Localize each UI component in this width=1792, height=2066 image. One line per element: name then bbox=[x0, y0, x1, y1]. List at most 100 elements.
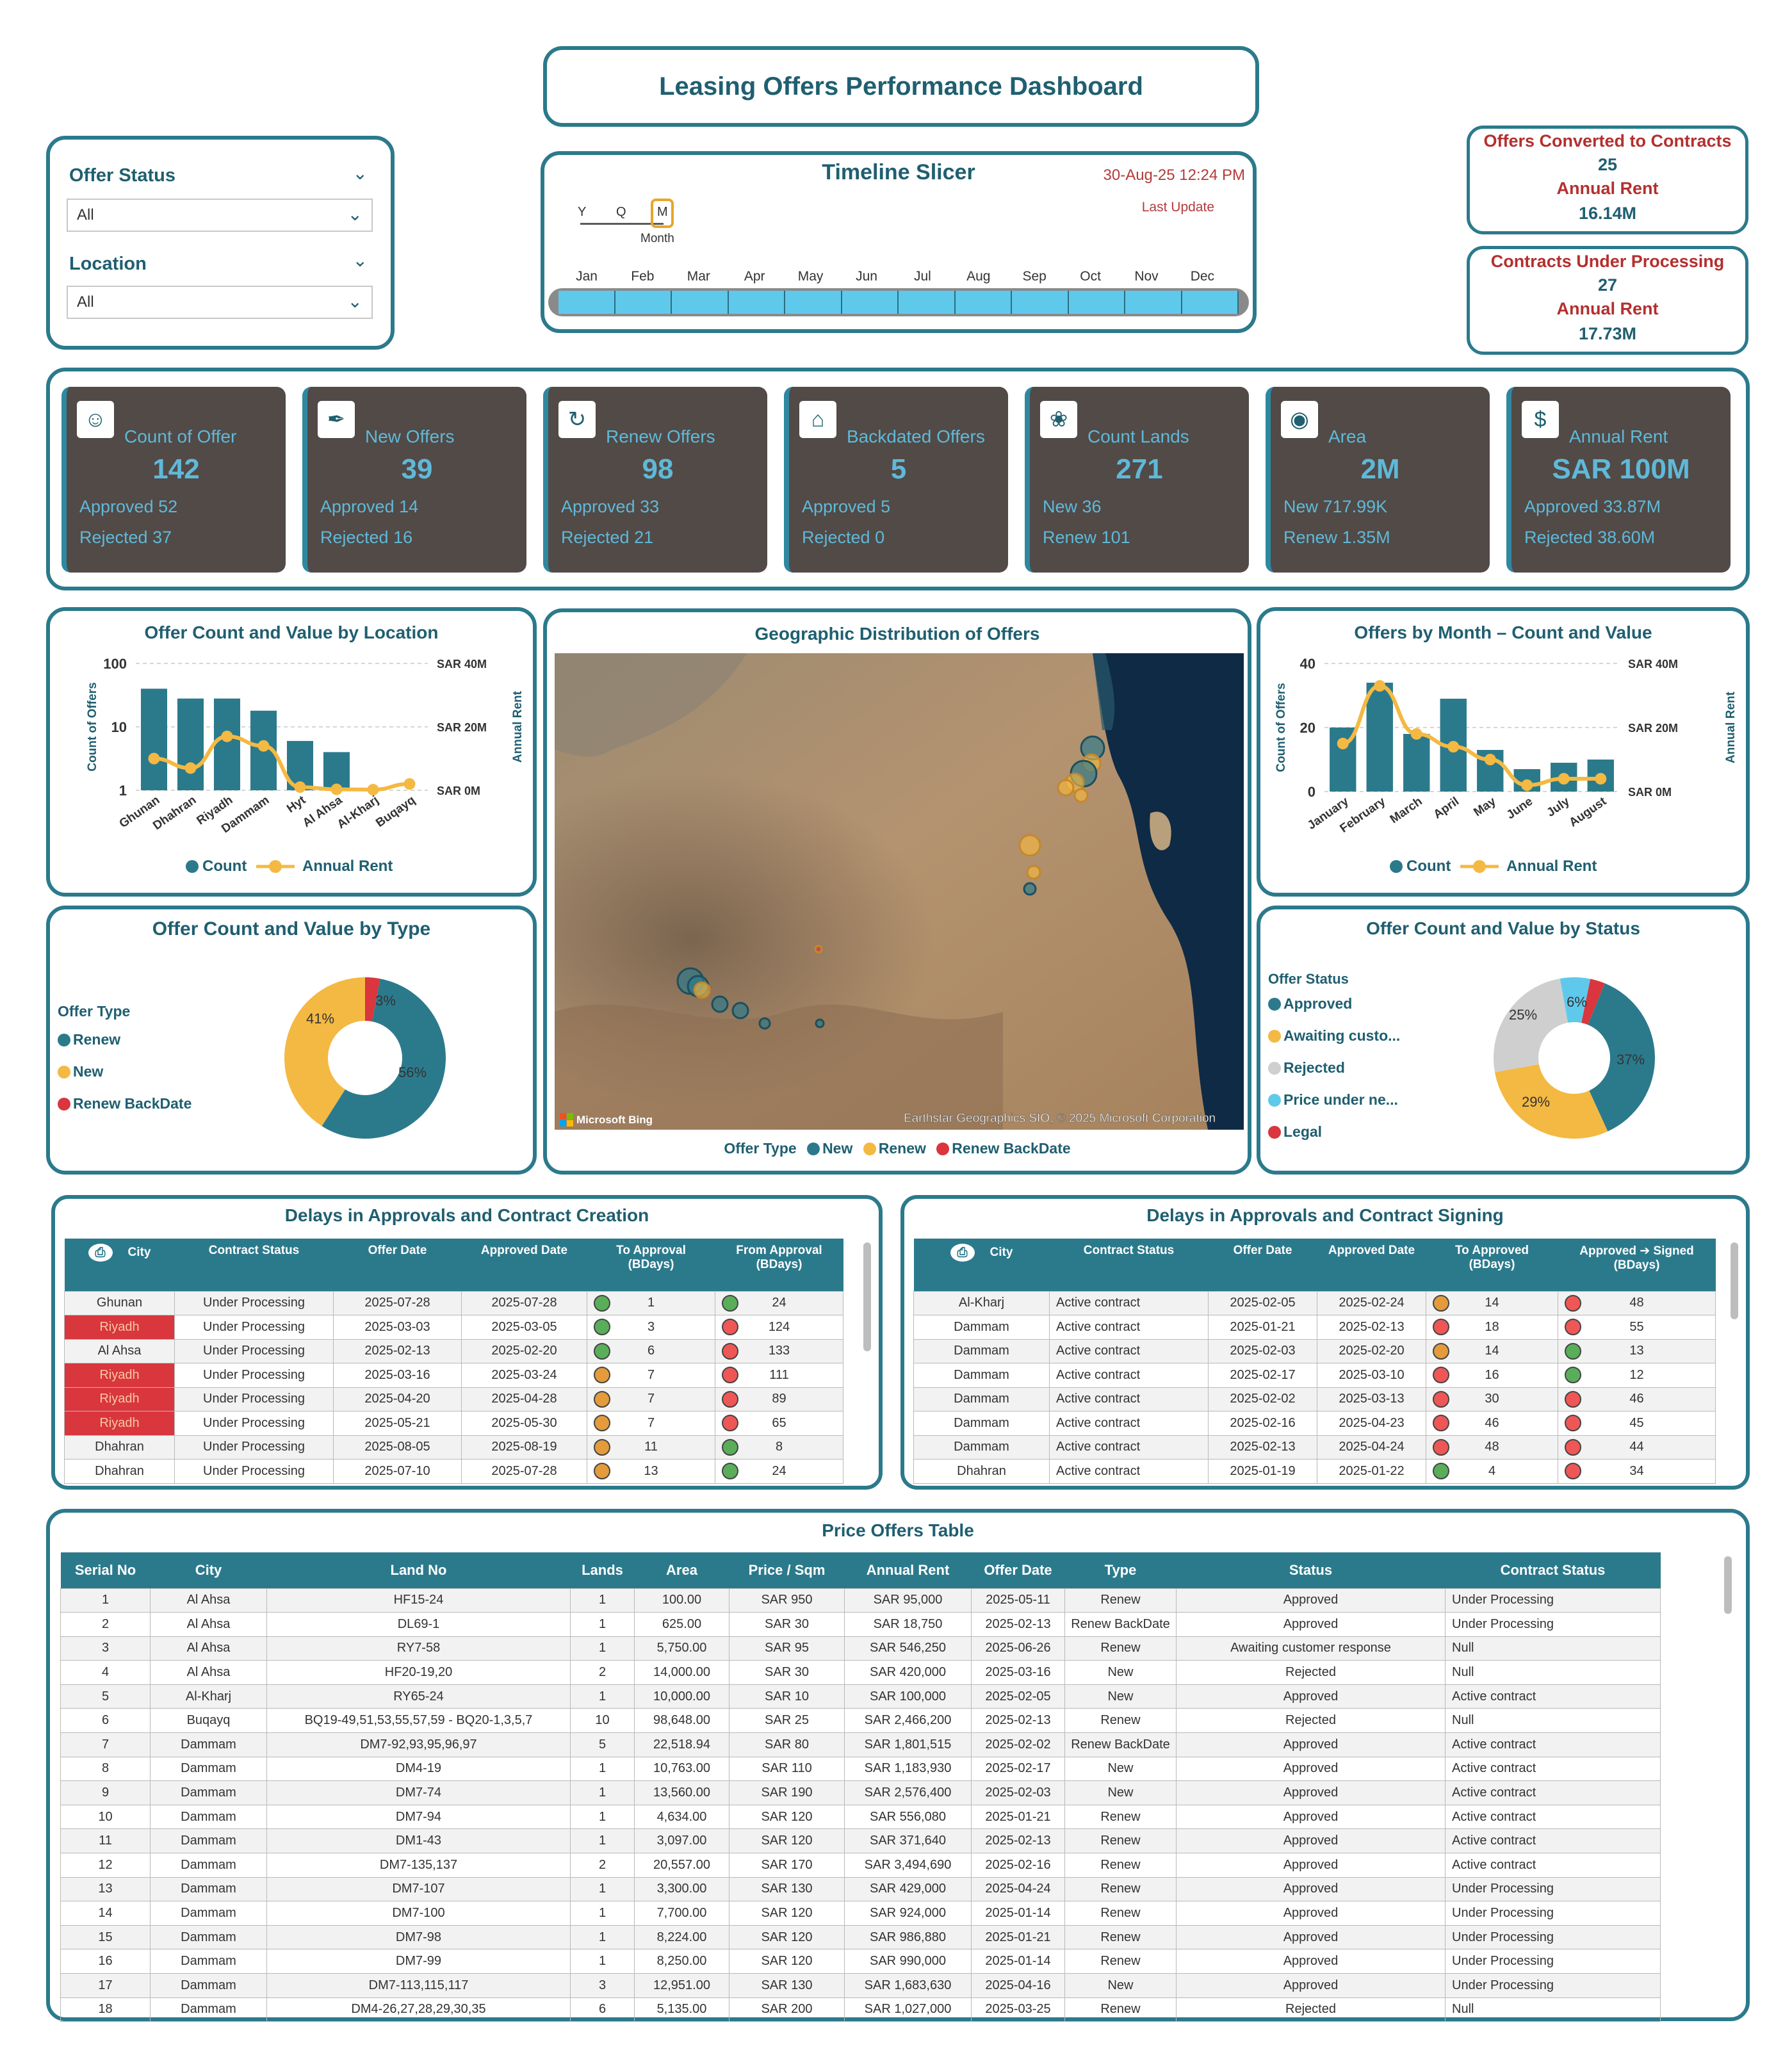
timeline-month-segment[interactable] bbox=[729, 291, 785, 314]
table-row[interactable]: 6 Buqayq BQ19-49,51,53,55,57,59 - BQ20-1,3… bbox=[60, 1708, 1661, 1734]
count-bar[interactable] bbox=[213, 698, 241, 790]
map-marker[interactable] bbox=[711, 995, 729, 1013]
column-header[interactable]: Land No bbox=[266, 1552, 571, 1588]
column-header[interactable]: Type bbox=[1064, 1552, 1177, 1588]
table-row[interactable]: 2 Al Ahsa DL69-1 1 625.00 SAR 30 SAR 18,750 202… bbox=[60, 1612, 1661, 1637]
legend-item[interactable]: Rejected bbox=[1268, 1059, 1345, 1077]
legend-item[interactable]: New bbox=[58, 1063, 103, 1080]
table-row[interactable]: 4 Al Ahsa HF20-19,20 2 14,000.00 SAR 30 SAR 42… bbox=[60, 1660, 1661, 1685]
table-row[interactable]: Riyadh Under Processing 2025-03-03 2025-03-… bbox=[64, 1315, 843, 1340]
location-chart[interactable]: 100 10 1 SAR 40M SAR 20M SAR 0M Count of Offer… bbox=[50, 611, 533, 893]
rent-point[interactable] bbox=[403, 778, 416, 790]
map-marker[interactable] bbox=[1023, 882, 1037, 896]
chevron-down-icon[interactable]: ⌄ bbox=[352, 250, 368, 270]
table-row[interactable]: Dammam Active contract 2025-02-02 2025-03-1… bbox=[913, 1387, 1716, 1411]
map-marker[interactable] bbox=[1018, 834, 1041, 857]
map-marker[interactable] bbox=[731, 1002, 749, 1020]
rent-point[interactable] bbox=[257, 740, 270, 752]
rent-point[interactable] bbox=[1374, 680, 1386, 692]
month-chart[interactable]: 40 20 0 SAR 40M SAR 20M SAR 0M Count of Offers… bbox=[1260, 611, 1746, 893]
table-row[interactable]: Ghunan Under Processing 2025-07-28 2025-07-… bbox=[64, 1290, 843, 1315]
rent-point[interactable] bbox=[221, 730, 233, 742]
map-legend-new[interactable]: New bbox=[822, 1140, 853, 1157]
rent-point[interactable] bbox=[294, 781, 306, 793]
table-row[interactable]: Dammam Active contract 2025-02-13 2025-04-2… bbox=[913, 1435, 1716, 1460]
table-row[interactable]: Dammam Active contract 2025-01-21 2025-02-1… bbox=[913, 1315, 1716, 1340]
timeline-month-segment[interactable] bbox=[956, 291, 1012, 314]
timeline-month-segment[interactable] bbox=[1069, 291, 1125, 314]
column-header[interactable]: Approved ➔ Signed (BDays) bbox=[1558, 1239, 1716, 1291]
timeline-range-bar[interactable] bbox=[548, 288, 1249, 316]
table-row[interactable]: Al Ahsa Under Processing 2025-02-13 2025-02… bbox=[64, 1338, 843, 1363]
table-row[interactable]: Dammam Active contract 2025-02-03 2025-02-2… bbox=[913, 1338, 1716, 1363]
column-header[interactable]: Offer Date bbox=[1208, 1239, 1317, 1291]
column-header[interactable]: City bbox=[150, 1552, 267, 1588]
satellite-map[interactable]: Earthstar Geographics SIO, © 2025 Micros… bbox=[555, 653, 1244, 1130]
column-header[interactable]: Offer Date bbox=[971, 1552, 1065, 1588]
column-header[interactable]: Approved Date bbox=[461, 1239, 587, 1291]
map-legend-backdate[interactable]: Renew BackDate bbox=[952, 1140, 1071, 1157]
map-marker[interactable] bbox=[1057, 779, 1075, 797]
rent-point[interactable] bbox=[1595, 773, 1607, 785]
legend-rent[interactable]: Annual Rent bbox=[302, 858, 393, 875]
column-header[interactable]: Price / Sqm bbox=[729, 1552, 845, 1588]
table-row[interactable]: 16 Dammam DM7-99 1 8,250.00 SAR 120 SAR 990,00… bbox=[60, 1949, 1661, 1974]
legend-item[interactable]: Legal bbox=[1268, 1123, 1322, 1141]
donut-slice[interactable] bbox=[322, 979, 446, 1139]
granularity-year[interactable]: Y bbox=[578, 205, 587, 219]
table-row[interactable]: Riyadh Under Processing 2025-05-21 2025-05-… bbox=[64, 1411, 843, 1436]
granularity-month[interactable]: M bbox=[657, 205, 668, 219]
table-row[interactable]: 1 Al Ahsa HF15-24 1 100.00 SAR 950 SAR 95,000 2… bbox=[60, 1588, 1661, 1613]
table-row[interactable]: Dhahran Under Processing 2025-08-05 2025-08… bbox=[64, 1435, 843, 1460]
column-header[interactable]: To Approval (BDays) bbox=[587, 1239, 715, 1291]
column-header[interactable]: Contract Status bbox=[1445, 1552, 1661, 1588]
legend-count[interactable]: Count bbox=[1406, 858, 1451, 875]
table-row[interactable]: 11 Dammam DM1-43 1 3,097.00 SAR 120 SAR 371,64… bbox=[60, 1828, 1661, 1854]
legend-item[interactable]: Awaiting custo... bbox=[1268, 1027, 1400, 1045]
map-marker[interactable] bbox=[693, 981, 711, 999]
table-row[interactable]: Riyadh Under Processing 2025-04-20 2025-04-… bbox=[64, 1387, 843, 1411]
type-donut-chart[interactable]: 56% 41% 3% bbox=[50, 909, 533, 1171]
timeline-month-segment[interactable] bbox=[615, 291, 672, 314]
map-marker[interactable] bbox=[1073, 788, 1089, 803]
map-marker[interactable] bbox=[1026, 865, 1041, 880]
column-header[interactable]: Status bbox=[1176, 1552, 1446, 1588]
rent-point[interactable] bbox=[1447, 741, 1460, 752]
rent-point[interactable] bbox=[1558, 773, 1570, 785]
printer-icon[interactable]: ⎙ bbox=[950, 1244, 975, 1262]
timeline-month-segment[interactable] bbox=[899, 291, 956, 314]
rent-point[interactable] bbox=[367, 784, 379, 796]
table-row[interactable]: Al-Kharj Active contract 2025-02-05 2025-02… bbox=[913, 1290, 1716, 1315]
column-header[interactable]: ⎙ City bbox=[913, 1239, 1050, 1291]
rent-point[interactable] bbox=[1410, 728, 1422, 740]
rent-point[interactable] bbox=[148, 752, 160, 765]
rent-line[interactable] bbox=[154, 734, 410, 792]
timeline-month-segment[interactable] bbox=[558, 291, 615, 314]
donut-slice[interactable] bbox=[365, 977, 380, 1022]
table-scrollbar[interactable] bbox=[1731, 1242, 1738, 1319]
table-row[interactable]: Riyadh Under Processing 2025-03-16 2025-03-… bbox=[64, 1363, 843, 1388]
table-row[interactable]: Dhahran Active contract 2025-01-19 2025-01-… bbox=[913, 1459, 1716, 1484]
table-row[interactable]: 9 Dammam DM7-74 1 13,560.00 SAR 190 SAR 2,576,… bbox=[60, 1780, 1661, 1805]
timeline-month-segment[interactable] bbox=[1182, 291, 1239, 314]
donut-slice[interactable] bbox=[1494, 978, 1568, 1073]
timeline-month-segment[interactable] bbox=[785, 291, 842, 314]
map-marker[interactable] bbox=[815, 1018, 825, 1029]
table-scrollbar[interactable] bbox=[1724, 1556, 1732, 1614]
count-bar[interactable] bbox=[177, 698, 204, 790]
column-header[interactable]: Annual Rent bbox=[844, 1552, 972, 1588]
table-row[interactable]: 13 Dammam DM7-107 1 3,300.00 SAR 130 SAR 429,0… bbox=[60, 1876, 1661, 1902]
table-row[interactable]: 15 Dammam DM7-98 1 8,224.00 SAR 120 SAR 986,88… bbox=[60, 1924, 1661, 1950]
count-bar[interactable] bbox=[1366, 683, 1393, 792]
table-row[interactable]: 5 Al-Kharj RY65-24 1 10,000.00 SAR 10 SAR 100,… bbox=[60, 1684, 1661, 1709]
column-header[interactable]: To Approved (BDays) bbox=[1426, 1239, 1558, 1291]
map-legend-renew[interactable]: Renew bbox=[878, 1140, 926, 1157]
timeline-month-segment[interactable] bbox=[672, 291, 729, 314]
column-header[interactable]: Lands bbox=[570, 1552, 635, 1588]
table-row[interactable]: Dammam Active contract 2025-02-17 2025-03-1… bbox=[913, 1363, 1716, 1388]
rent-point[interactable] bbox=[1484, 754, 1496, 765]
column-header[interactable]: Area bbox=[634, 1552, 729, 1588]
donut-slice[interactable] bbox=[1560, 977, 1591, 1023]
table-row[interactable]: 8 Dammam DM4-19 1 10,763.00 SAR 110 SAR 1,183,… bbox=[60, 1756, 1661, 1782]
column-header[interactable]: Approved Date bbox=[1317, 1239, 1426, 1291]
